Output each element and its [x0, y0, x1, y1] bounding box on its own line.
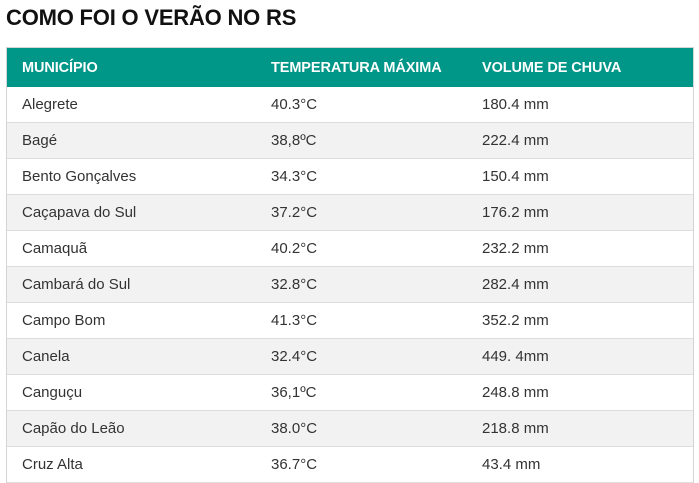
cell-max-temperature: 36,1ºC — [271, 384, 317, 401]
table-row: Bagé 38,8ºC 222.4 mm — [7, 123, 693, 159]
cell-rainfall: 43.4 mm — [482, 456, 541, 473]
cell-max-temperature: 38,8ºC — [271, 132, 317, 149]
column-header-municipality: MUNICÍPIO — [22, 59, 98, 76]
cell-rainfall: 282.4 mm — [482, 276, 549, 293]
table-header-row: MUNICÍPIO TEMPERATURA MÁXIMA VOLUME DE C… — [7, 48, 693, 87]
column-header-max-temperature: TEMPERATURA MÁXIMA — [271, 59, 442, 76]
cell-municipality: Bento Gonçalves — [22, 168, 137, 185]
cell-rainfall: 180.4 mm — [482, 96, 549, 113]
cell-rainfall: 176.2 mm — [482, 204, 549, 221]
cell-rainfall: 232.2 mm — [482, 240, 549, 257]
cell-municipality: Alegrete — [22, 96, 78, 113]
cell-municipality: Caçapava do Sul — [22, 204, 137, 221]
summer-data-table: MUNICÍPIO TEMPERATURA MÁXIMA VOLUME DE C… — [6, 47, 694, 483]
cell-rainfall: 150.4 mm — [482, 168, 549, 185]
cell-rainfall: 218.8 mm — [482, 420, 549, 437]
cell-max-temperature: 36.7°C — [271, 456, 318, 473]
cell-max-temperature: 40.3°C — [271, 96, 318, 113]
cell-municipality: Bagé — [22, 132, 58, 149]
cell-max-temperature: 34.3°C — [271, 168, 318, 185]
cell-max-temperature: 38.0°C — [271, 420, 318, 437]
table-row: Caçapava do Sul 37.2°C 176.2 mm — [7, 195, 693, 231]
table-body: Alegrete 40.3°C 180.4 mm Bagé 38,8ºC 222.4 mm… — [7, 87, 693, 483]
table-row: Cruz Alta 36.7°C 43.4 mm — [7, 447, 693, 483]
cell-max-temperature: 40.2°C — [271, 240, 318, 257]
cell-municipality: Canela — [22, 348, 70, 365]
cell-rainfall: 449. 4mm — [482, 348, 549, 365]
page-title: COMO FOI O VERÃO NO RS — [6, 5, 297, 30]
table-row: Capão do Leão 38.0°C 218.8 mm — [7, 411, 693, 447]
table-row: Campo Bom 41.3°C 352.2 mm — [7, 303, 693, 339]
cell-rainfall: 352.2 mm — [482, 312, 549, 329]
cell-rainfall: 248.8 mm — [482, 384, 549, 401]
cell-municipality: Cruz Alta — [22, 456, 83, 473]
cell-municipality: Canguçu — [22, 384, 83, 401]
table-row: Alegrete 40.3°C 180.4 mm — [7, 87, 693, 123]
cell-municipality: Capão do Leão — [22, 420, 125, 437]
cell-max-temperature: 37.2°C — [271, 204, 318, 221]
cell-municipality: Campo Bom — [22, 312, 106, 329]
table-row: Bento Gonçalves 34.3°C 150.4 mm — [7, 159, 693, 195]
cell-municipality: Cambará do Sul — [22, 276, 131, 293]
table-row: Canguçu 36,1ºC 248.8 mm — [7, 375, 693, 411]
cell-max-temperature: 32.8°C — [271, 276, 318, 293]
table-row: Camaquã 40.2°C 232.2 mm — [7, 231, 693, 267]
cell-municipality: Camaquã — [22, 240, 88, 257]
table-row: Canela 32.4°C 449. 4mm — [7, 339, 693, 375]
cell-max-temperature: 32.4°C — [271, 348, 318, 365]
column-header-rainfall: VOLUME DE CHUVA — [482, 59, 622, 76]
cell-rainfall: 222.4 mm — [482, 132, 549, 149]
cell-max-temperature: 41.3°C — [271, 312, 318, 329]
table-row: Cambará do Sul 32.8°C 282.4 mm — [7, 267, 693, 303]
